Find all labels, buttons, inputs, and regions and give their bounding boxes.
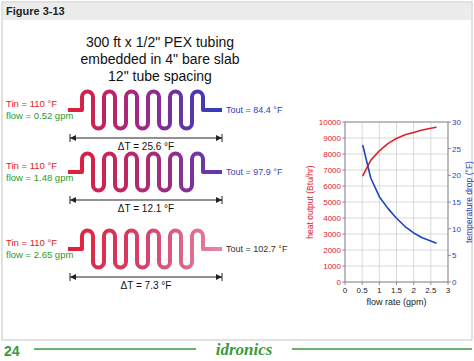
x-tick [413, 282, 414, 285]
outlet-temp: Tout = 97.9 °F [226, 167, 283, 177]
y-axis-title: heat output (Btu/hr) [305, 165, 315, 238]
y2-tick-label: 0 [452, 278, 457, 287]
x-tick-label: 1 [377, 286, 382, 295]
dt-line [70, 200, 222, 201]
y-tick [342, 234, 345, 235]
footer-rule [292, 348, 472, 350]
y-tick-label: 2000 [323, 246, 341, 255]
dt-arrow [216, 274, 222, 280]
pex-tube [68, 154, 222, 191]
y-tick-label: 7000 [323, 166, 341, 175]
x-tick-label: 0 [343, 286, 348, 295]
y2-tick-label: 25 [452, 145, 461, 154]
x-tick-label: 2.5 [425, 286, 437, 295]
x-tick [362, 282, 363, 285]
y-tick [342, 138, 345, 139]
y2-tick-label: 20 [452, 171, 461, 180]
x-tick [345, 282, 346, 285]
outlet-temp: Tout = 84.4 °F [226, 105, 283, 115]
y2-tick-label: 15 [452, 198, 461, 207]
y2-tick [448, 122, 451, 123]
dt-line [70, 277, 222, 278]
y-tick [342, 250, 345, 251]
y-tick [342, 266, 345, 267]
logo: idronics [216, 340, 273, 359]
page-number: 24 [4, 343, 20, 359]
diagram-title: 12" tube spacing [108, 68, 212, 84]
flow-rate: flow = 1.48 gpm [6, 172, 73, 183]
x-tick [430, 282, 431, 285]
y2-tick-label: 30 [452, 118, 461, 127]
delta-t: ΔT = 7.3 °F [121, 280, 172, 291]
y-tick-label: 0 [337, 278, 342, 287]
y-tick [342, 170, 345, 171]
dt-arrow [70, 197, 76, 203]
diagram-title: embedded in 4" bare slab [80, 51, 239, 67]
x-tick-label: 3 [446, 286, 451, 295]
figure: Figure 3-13 300 ft x 1/2" PEX tubingembed… [0, 0, 474, 361]
diagram-title: 300 ft x 1/2" PEX tubing [86, 34, 234, 50]
y-tick [342, 218, 345, 219]
y-tick-label: 8000 [323, 150, 341, 159]
y-tick [342, 282, 345, 283]
delta-t: ΔT = 12.1 °F [118, 203, 174, 214]
plot-bg [345, 122, 448, 282]
y-tick [342, 186, 345, 187]
flow-rate: flow = 2.65 gpm [6, 249, 73, 260]
y-tick [342, 202, 345, 203]
flow-rate: flow = 0.52 gpm [6, 110, 73, 121]
inlet-temp: Tin = 110 °F [6, 237, 57, 248]
y-tick [342, 154, 345, 155]
x-axis-title: flow rate (gpm) [366, 297, 426, 307]
grid-line [413, 122, 414, 282]
grid-line [396, 122, 397, 282]
y2-tick-label: 5 [452, 251, 457, 260]
y-tick-label: 1000 [323, 262, 341, 271]
y2-tick [448, 202, 451, 203]
y-tick-label: 5000 [323, 198, 341, 207]
grid-line [430, 122, 431, 282]
y2-tick [448, 148, 451, 149]
dt-line [70, 138, 222, 139]
pex-tube [68, 92, 222, 129]
y2-tick [448, 175, 451, 176]
inlet-temp: Tin = 110 °F [6, 98, 57, 109]
dt-arrow [70, 135, 76, 141]
y2-tick [448, 255, 451, 256]
x-tick [379, 282, 380, 285]
y2-tick [448, 228, 451, 229]
heat-output-line [363, 127, 436, 175]
y2-tick [448, 282, 451, 283]
y-tick-label: 3000 [323, 230, 341, 239]
x-tick-label: 0.5 [357, 286, 369, 295]
y-tick-label: 10000 [319, 118, 342, 127]
y2-tick-label: 10 [452, 225, 461, 234]
plot-frame [345, 122, 448, 282]
frame [2, 2, 472, 340]
dt-arrow [70, 274, 76, 280]
data-lines [363, 127, 436, 243]
delta-t: ΔT = 25.6 °F [118, 141, 174, 152]
y-tick [342, 122, 345, 123]
x-tick-label: 2 [411, 286, 416, 295]
y2-axis-title: temperature drop (°F) [464, 161, 474, 243]
footer-rule [34, 348, 196, 350]
outlet-temp: Tout = 102.7 °F [226, 244, 288, 254]
dt-arrow [216, 197, 222, 203]
pex-tube [68, 231, 222, 268]
y-tick-label: 4000 [323, 214, 341, 223]
figure-label: Figure 3-13 [6, 5, 65, 17]
temperature-drop-line [363, 145, 436, 243]
dt-arrow [216, 135, 222, 141]
grid-line [379, 122, 380, 282]
y-tick-label: 6000 [323, 182, 341, 191]
header-bar [3, 3, 471, 20]
x-tick [396, 282, 397, 285]
y-tick-label: 9000 [323, 134, 341, 143]
inlet-temp: Tin = 110 °F [6, 160, 57, 171]
x-tick [448, 282, 449, 285]
x-tick-label: 1.5 [391, 286, 403, 295]
